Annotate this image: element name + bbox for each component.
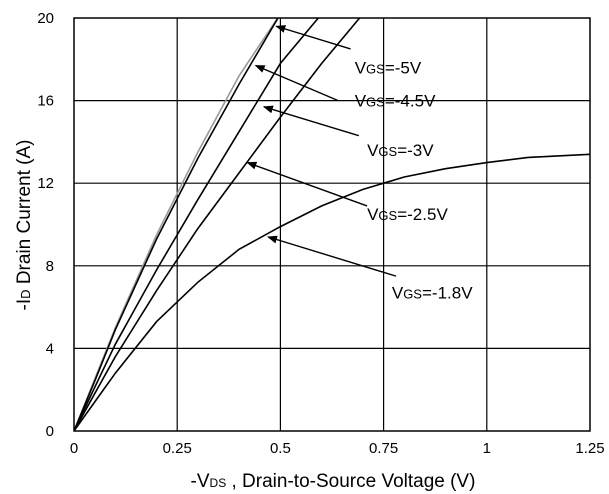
annotation-arrow-4 xyxy=(246,161,368,207)
y-axis-title: -ID Drain Current (A) xyxy=(14,140,35,311)
series-line-2 xyxy=(74,18,279,431)
annotation-label-4: VGS=-2.5V xyxy=(367,205,448,224)
x-tick-label: 1 xyxy=(483,440,491,457)
annotation-label-1: VGS=-5V xyxy=(355,59,422,78)
x-tick-labels: 0 0.25 0.5 0.75 1 1.25 xyxy=(70,440,605,457)
annotation-arrow-3 xyxy=(262,105,360,137)
annotation-arrow-2 xyxy=(254,64,339,102)
y-tick-label: 8 xyxy=(46,258,54,275)
annotation-arrow-1 xyxy=(275,25,351,50)
plot-frame xyxy=(73,17,591,432)
x-tick-label: 0.25 xyxy=(163,440,192,457)
annotation-label-2: VGS=-4.5V xyxy=(355,92,436,111)
x-tick-label: 0.75 xyxy=(369,440,398,457)
annotation-label-3: VGS=-3V xyxy=(367,141,434,160)
y-tick-labels: 0 4 8 12 16 20 xyxy=(37,10,54,440)
x-tick-label: 1.25 xyxy=(575,440,604,457)
annotation-label-5: VGS=-1.8V xyxy=(392,284,473,303)
y-tick-label: 16 xyxy=(37,93,54,110)
x-axis-title: -VDS , Drain-to-Source Voltage (V) xyxy=(191,471,476,492)
annotation-arrow-5 xyxy=(267,235,397,277)
series-line-4 xyxy=(74,18,361,431)
series-group xyxy=(74,18,590,431)
series-line-3 xyxy=(74,18,320,431)
y-tick-label: 12 xyxy=(37,175,54,192)
y-tick-label: 20 xyxy=(37,10,54,27)
y-tick-label: 4 xyxy=(46,340,54,357)
y-tick-label: 0 xyxy=(46,423,54,440)
plot-border xyxy=(73,17,591,432)
annotations: VGS=-5V VGS=-4.5V VGS=-3V VGS=-2.5V VGS=-1.8… xyxy=(246,25,473,303)
x-tick-label: 0.5 xyxy=(270,440,291,457)
x-tick-label: 0 xyxy=(70,440,78,457)
grid xyxy=(74,18,590,431)
series-line-5 xyxy=(74,153,590,431)
